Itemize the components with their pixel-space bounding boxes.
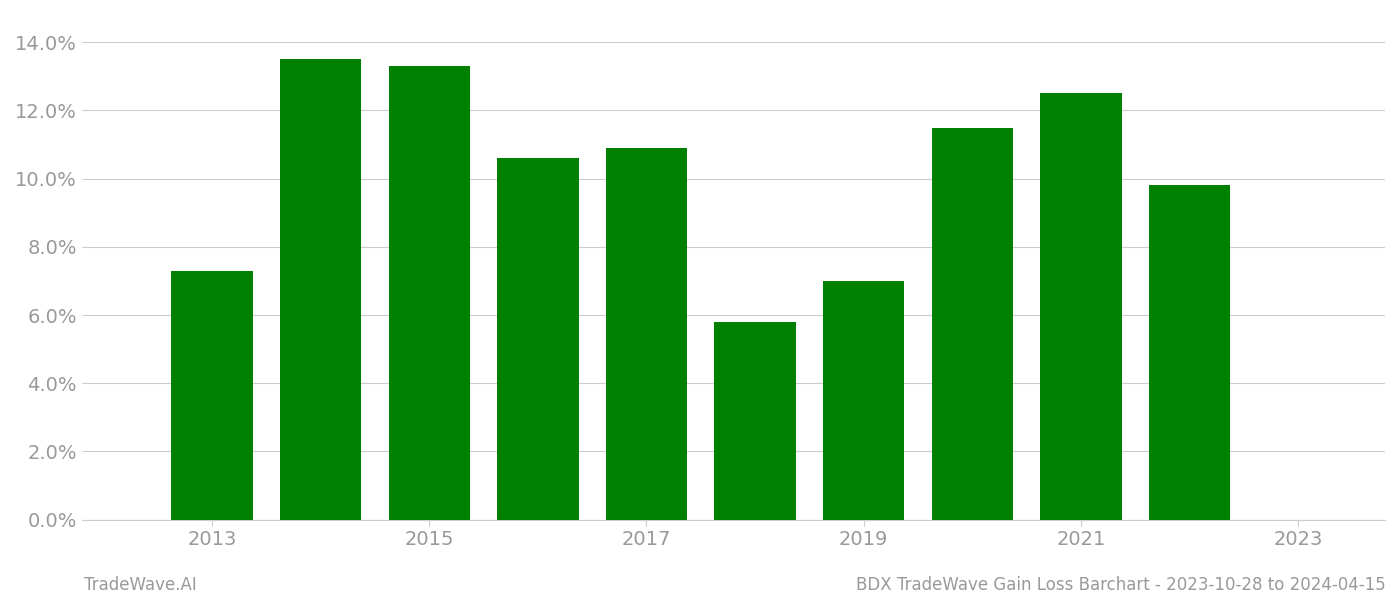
- Text: TradeWave.AI: TradeWave.AI: [84, 576, 197, 594]
- Bar: [497, 158, 578, 520]
- Bar: [823, 281, 904, 520]
- Bar: [171, 271, 253, 520]
- Bar: [1040, 94, 1121, 520]
- Bar: [389, 66, 470, 520]
- Bar: [714, 322, 795, 520]
- Bar: [931, 128, 1014, 520]
- Bar: [280, 59, 361, 520]
- Text: BDX TradeWave Gain Loss Barchart - 2023-10-28 to 2024-04-15: BDX TradeWave Gain Loss Barchart - 2023-…: [857, 576, 1386, 594]
- Bar: [606, 148, 687, 520]
- Bar: [1149, 185, 1231, 520]
